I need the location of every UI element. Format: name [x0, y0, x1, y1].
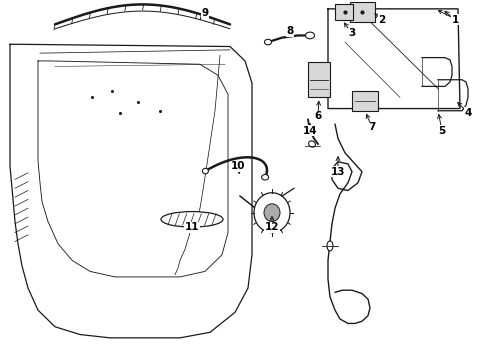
- Ellipse shape: [161, 212, 223, 227]
- Text: 2: 2: [378, 15, 386, 25]
- Text: 9: 9: [201, 8, 209, 18]
- Ellipse shape: [265, 39, 271, 45]
- FancyBboxPatch shape: [350, 2, 375, 22]
- FancyBboxPatch shape: [352, 91, 378, 111]
- Text: 8: 8: [286, 26, 294, 36]
- Text: 6: 6: [315, 111, 321, 121]
- Text: 3: 3: [348, 28, 356, 38]
- Text: 14: 14: [303, 126, 318, 136]
- Text: 4: 4: [465, 108, 472, 118]
- Ellipse shape: [262, 175, 269, 180]
- Text: 7: 7: [368, 122, 376, 132]
- Ellipse shape: [202, 168, 208, 174]
- Ellipse shape: [309, 141, 316, 147]
- Ellipse shape: [327, 241, 333, 251]
- Text: 10: 10: [231, 161, 245, 171]
- FancyBboxPatch shape: [335, 4, 353, 20]
- Circle shape: [264, 204, 280, 221]
- Circle shape: [254, 193, 290, 233]
- FancyBboxPatch shape: [308, 62, 330, 98]
- Text: 1: 1: [451, 15, 459, 25]
- Text: 5: 5: [439, 126, 445, 136]
- Ellipse shape: [305, 32, 315, 39]
- Text: 13: 13: [331, 167, 345, 177]
- Text: 11: 11: [185, 222, 199, 232]
- Text: 12: 12: [265, 222, 279, 232]
